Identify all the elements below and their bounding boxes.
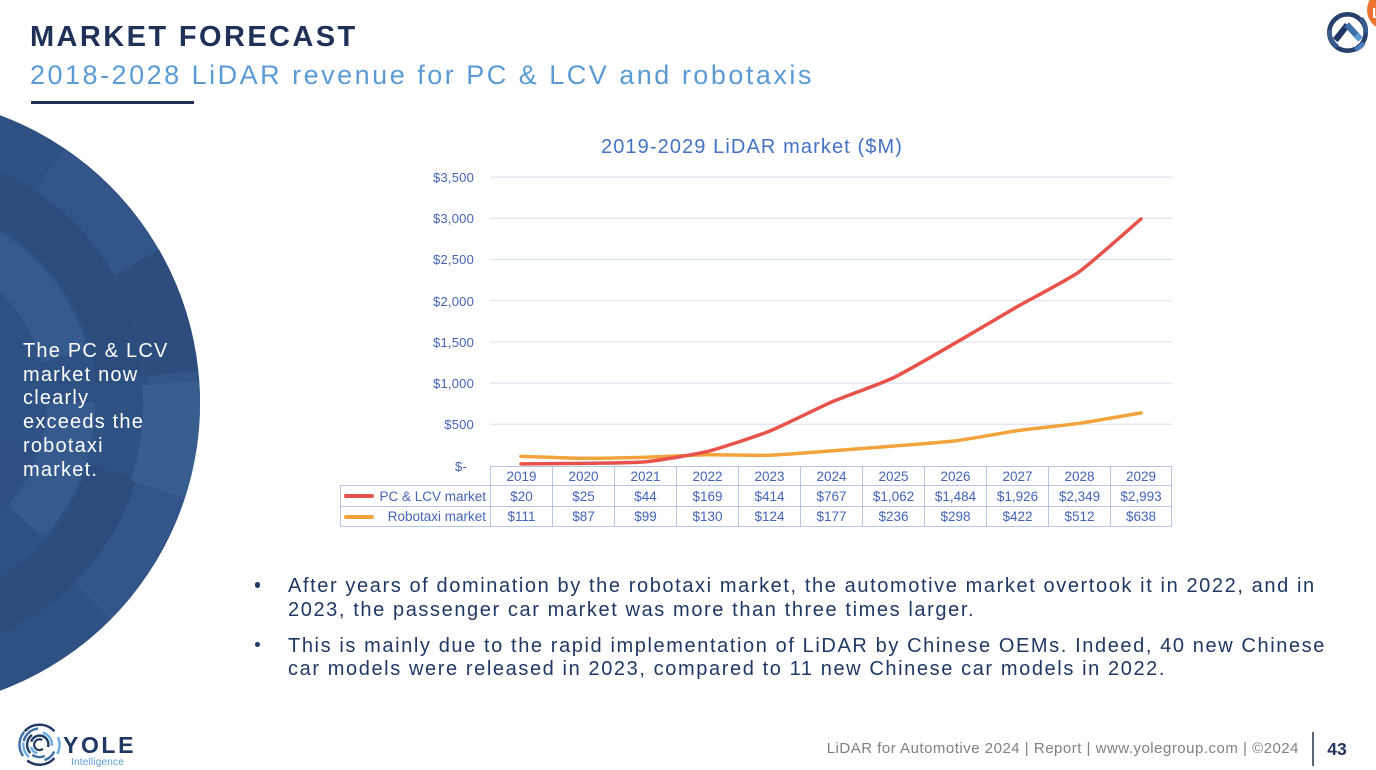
svg-text:Intelligence: Intelligence [71,757,124,768]
svg-text:YOLE: YOLE [63,732,136,758]
